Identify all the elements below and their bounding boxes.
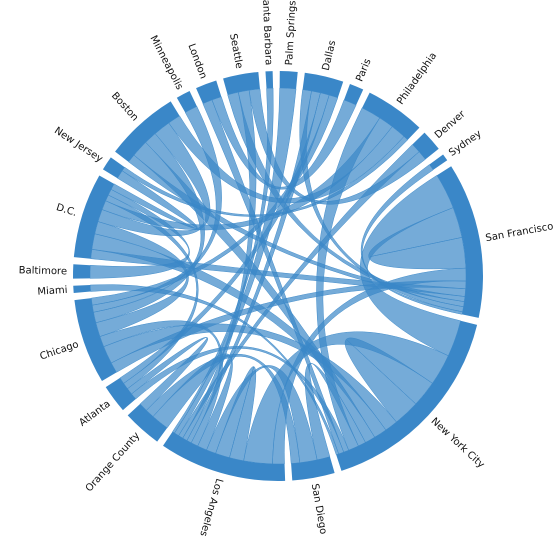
group-label: New Jersey [52,125,104,165]
group-arc [115,101,180,162]
ribbon [344,337,433,423]
group-label: D.C. [55,202,78,219]
group-arc [362,92,420,140]
group-arc [176,91,197,113]
group-arc [429,154,448,170]
group-arc [74,298,117,382]
group-arc [127,403,168,442]
group-arc [291,456,335,481]
group-arc [73,284,91,293]
group-label: Philadelphia [395,51,439,107]
group-label: New York City [429,416,487,471]
group-label: San Francisco [485,221,553,244]
group-label: Seattle [227,33,244,70]
group-label: San Diego [309,483,329,535]
ribbon [172,87,274,434]
ribbon [121,136,409,217]
group-arc [336,320,478,471]
group-label: Palm Springs [284,0,298,65]
group-label: Orange County [84,430,143,494]
group-label: Chicago [39,339,81,362]
ribbon [97,122,211,237]
group-label: Santa Barbara [260,0,274,65]
group-arc [73,264,91,279]
ribbon [110,170,198,229]
group-arc [343,84,364,106]
group-arc [223,71,260,95]
group-arc [436,166,483,318]
ribbon [368,207,467,270]
group-label: Atlanta [77,398,112,428]
group-label: London [185,42,208,80]
ribbon [215,366,257,462]
group-label: Boston [109,90,140,123]
group-arc [105,377,136,411]
ribbon [202,99,345,455]
group-arc [102,157,125,179]
group-arc [163,431,286,481]
group-label: Dallas [321,39,339,71]
group-label: Sydney [447,128,484,158]
ribbon [178,144,420,439]
group-label: Miami [37,285,68,298]
group-arc [73,175,115,259]
ribbon [299,89,464,313]
group-arc [412,132,439,160]
ribbons [89,87,467,465]
group-label: Baltimore [19,265,68,277]
group-label: Denver [433,108,468,141]
ribbon [316,107,381,451]
ribbon [89,189,190,279]
group-label: Los Angeles [197,477,224,537]
group-arc [279,71,298,89]
group-label: Minneapolis [147,34,184,92]
group-label: Paris [354,57,373,83]
ribbon [127,337,209,411]
group-arc [265,71,274,89]
group-arc [196,80,222,104]
group-arc [302,72,344,98]
